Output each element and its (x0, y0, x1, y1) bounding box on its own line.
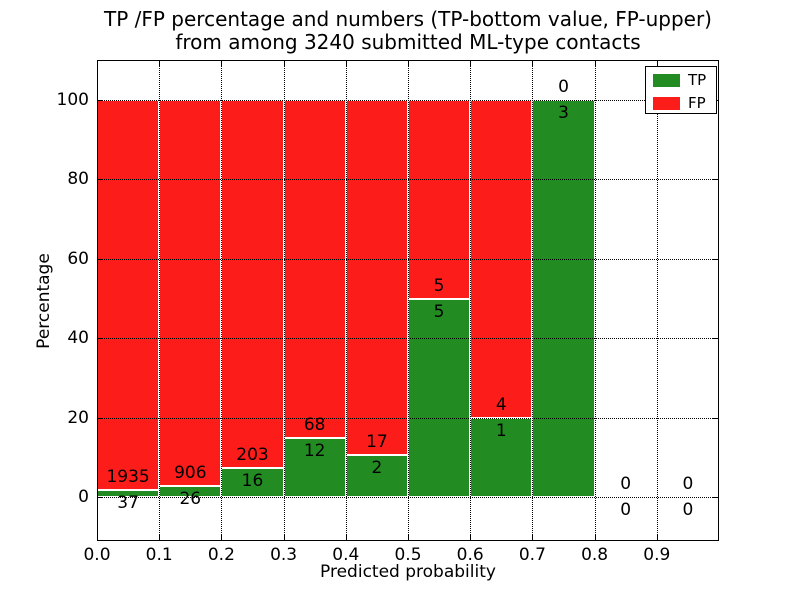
x-tick-top (345, 61, 347, 66)
bar-fp-segment (159, 99, 222, 487)
bar-fp-count-label: 0 (558, 76, 569, 97)
x-tick-label: 0.9 (643, 545, 671, 565)
x-tick-label: 0.6 (456, 545, 484, 565)
bar-tp-count-label: 26 (179, 489, 202, 510)
bar-tp-count-label: 0 (682, 500, 694, 521)
bar-fp-segment (283, 99, 346, 438)
bar-tp-count-label: 12 (303, 440, 326, 461)
bar-fp-segment (97, 99, 160, 490)
legend-swatch-fp (653, 97, 680, 110)
x-tick-top (532, 61, 534, 66)
legend-row: TP (646, 69, 716, 90)
bar-fp-segment (470, 99, 533, 418)
y-tick-left (98, 99, 103, 101)
x-tick-label: 0.1 (145, 545, 173, 565)
y-tick-right (713, 179, 718, 181)
x-tick-top (470, 61, 472, 66)
y-tick-left (98, 338, 103, 340)
bar-fp-segment (408, 99, 471, 299)
x-tick-label: 0.7 (518, 545, 546, 565)
bar-tp-segment (470, 417, 533, 498)
bar-fp-segment (221, 99, 284, 469)
bar-tp-count-label: 3 (558, 102, 569, 123)
bar-tp-count-label: 5 (433, 301, 445, 322)
y-tick-right (713, 338, 718, 340)
x-tick-bottom (470, 535, 472, 540)
bar-tp-count-label: 37 (117, 492, 139, 513)
bar-fp-count-label: 0 (620, 474, 632, 495)
y-tick-label: 60 (67, 248, 89, 269)
bar-fp-count-label: 5 (433, 275, 445, 296)
bar-tp-segment (532, 99, 595, 498)
bar-fp-count-label: 906 (174, 463, 207, 484)
legend-row: FP (646, 92, 716, 113)
x-tick-bottom (283, 535, 285, 540)
y-tick-right (713, 497, 718, 499)
x-tick-top (159, 61, 161, 66)
legend-swatch-tp (653, 74, 680, 87)
bar-tp-count-label: 2 (371, 458, 383, 479)
bar-tp-count-label: 1 (495, 420, 507, 441)
x-tick-bottom (656, 535, 658, 540)
x-tick-label: 0.5 (394, 545, 422, 565)
y-tick-label: 40 (67, 328, 89, 349)
bar-fp-count-label: 68 (303, 414, 326, 435)
chart-title-line1: TP /FP percentage and numbers (TP-bottom… (104, 7, 712, 31)
x-tick-top (408, 61, 409, 66)
x-tick-label: 0.3 (270, 545, 298, 565)
bar-tp-segment (345, 455, 408, 498)
x-tick-bottom (221, 535, 223, 540)
y-tick-left (98, 417, 103, 419)
x-axis-label: Predicted probability (320, 562, 496, 582)
y-tick-left (98, 258, 103, 260)
chart-title-line2: from among 3240 submitted ML-type contac… (175, 30, 641, 54)
y-tick-label: 80 (67, 169, 89, 190)
legend: TP FP (645, 66, 717, 114)
x-tick-bottom (345, 535, 347, 540)
legend-label-fp: FP (688, 94, 706, 112)
x-tick-bottom (97, 535, 98, 540)
bar-fp-count-label: 17 (366, 432, 388, 453)
x-tick-bottom (408, 535, 409, 540)
y-tick-right (713, 258, 718, 260)
y-tick-left (98, 179, 103, 181)
bar-tp-count-label: 0 (620, 500, 632, 521)
y-tick-right (713, 417, 718, 419)
x-tick-top (97, 61, 98, 66)
x-tick-top (221, 61, 223, 66)
gridline-vertical (656, 60, 658, 541)
bar-fp-count-label: 203 (236, 445, 269, 466)
y-tick-label: 20 (67, 407, 89, 428)
bar-fp-count-label: 0 (682, 474, 694, 495)
bar-tp-segment (283, 437, 346, 498)
x-tick-label: 0.0 (83, 545, 111, 565)
x-tick-bottom (159, 535, 161, 540)
x-tick-label: 0.2 (207, 545, 235, 565)
x-tick-top (594, 61, 596, 66)
x-tick-label: 0.4 (332, 545, 360, 565)
x-tick-top (283, 61, 285, 66)
x-tick-label: 0.8 (581, 545, 609, 565)
bar-tp-count-label: 16 (241, 471, 264, 492)
y-tick-label: 0 (78, 487, 89, 508)
y-tick-label: 100 (56, 89, 89, 110)
gridline-vertical (594, 60, 596, 541)
bar-tp-segment (408, 298, 471, 498)
bar-tp-segment (221, 468, 284, 498)
bar-fp-count-label: 1935 (106, 466, 150, 487)
bar-fp-count-label: 4 (495, 394, 507, 415)
legend-label-tp: TP (688, 71, 707, 89)
chart-title: TP /FP percentage and numbers (TP-bottom… (97, 8, 719, 54)
x-tick-bottom (532, 535, 534, 540)
x-tick-bottom (594, 535, 596, 540)
